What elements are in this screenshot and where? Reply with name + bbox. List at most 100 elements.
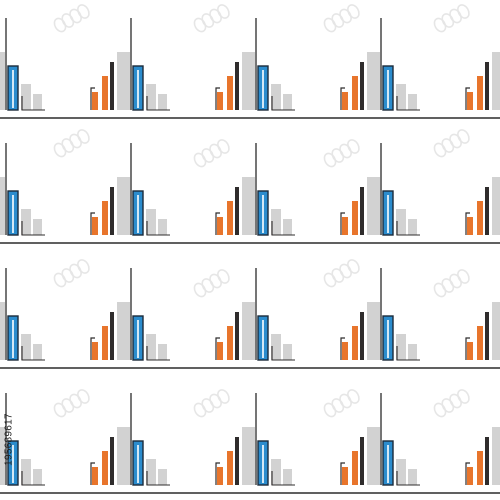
axis-bracket [340,87,345,110]
watermark-glyph [217,139,230,154]
tile-base-stroke [21,346,45,361]
bar-chart-icon [0,268,45,361]
bar-mid-orange [102,76,108,110]
bar-chart-icon [465,52,500,110]
bar-mid-orange [477,451,483,485]
axis-bracket [340,337,345,360]
adobe-stock-watermark [193,139,230,168]
bar-chart-icon [90,268,170,361]
bar-dark [485,187,489,235]
bar-dark [360,312,364,360]
bar-gray-short [158,219,167,235]
bar-dark [235,187,239,235]
bar-gray-short [408,469,417,485]
bar-mid-orange [227,451,233,485]
adobe-stock-watermark [433,389,470,418]
bar-gray-short [33,469,42,485]
watermark-glyph [441,398,455,413]
watermark-glyph [331,148,345,163]
watermark-glyph [69,8,82,24]
watermark-glyph [61,398,75,413]
bar-mid-orange [227,326,233,360]
bar-gray-mid [271,209,281,235]
tile-base-stroke [21,471,45,486]
watermark-glyph [457,4,470,19]
adobe-stock-watermark [53,259,90,288]
bar-gray-mid [21,84,31,110]
bar-short-orange [217,467,223,485]
tile-base-stroke [396,346,420,361]
bar-mid-orange [352,201,358,235]
watermark-glyph [209,8,222,24]
bar-gray-mid [146,459,156,485]
watermark-glyph [77,4,90,19]
watermark-glyph [77,389,90,404]
bar-mid-orange [102,326,108,360]
watermark-glyph [331,13,345,28]
bar-dark [110,62,114,110]
bar-dark [360,437,364,485]
bar-short-orange [217,217,223,235]
bar-dark [235,437,239,485]
bar-short-orange [467,467,473,485]
watermark-glyph [323,152,337,168]
bar-dark [360,187,364,235]
adobe-stock-watermark [53,389,90,418]
bar-gray-short [283,469,292,485]
watermark-glyph [217,269,230,284]
bar-short-orange [92,342,98,360]
axis-bracket [215,87,220,110]
bar-gray-short [283,344,292,360]
watermark-glyph [457,389,470,404]
bar-chart-icon [340,393,420,486]
bar-chart-icon [0,393,45,486]
watermark-glyph [201,398,215,413]
bar-gray-mid [396,84,406,110]
bar-short-orange [467,217,473,235]
bar-gray-mid [271,84,281,110]
bar-dark [110,187,114,235]
axis-bracket [340,212,345,235]
bar-tall-gray [117,302,130,360]
bar-short-orange [342,217,348,235]
bar-gray-mid [21,334,31,360]
tile-base-stroke [21,221,45,236]
watermark-glyph [193,17,207,33]
bar-chart-icon [340,268,420,361]
watermark-glyph [457,269,470,284]
tile-base-stroke [396,96,420,111]
bar-mid-orange [102,201,108,235]
bar-tall-gray [492,427,500,485]
bar-tall-gray [0,427,5,485]
watermark-glyph [331,268,345,283]
bar-mid-orange [352,326,358,360]
adobe-stock-watermark [323,259,360,288]
bar-tall-gray [117,177,130,235]
bar-tall-gray [242,177,255,235]
tile-base-stroke [21,96,45,111]
watermark-glyph [53,17,67,33]
watermark-glyph [323,17,337,33]
bar-dark [110,437,114,485]
bar-chart-icon [90,18,170,111]
watermark-glyph [217,4,230,19]
watermark-glyph [209,143,222,159]
bar-chart-icon [215,393,295,486]
watermark-glyph [433,402,447,418]
bar-mid-orange [102,451,108,485]
bar-mid-orange [352,76,358,110]
bar-dark [485,312,489,360]
tile-base-stroke [396,221,420,236]
watermark-glyph [201,278,215,293]
watermark-glyph [441,278,455,293]
bar-gray-short [408,94,417,110]
watermark-glyph [339,8,352,24]
watermark-glyph [209,393,222,409]
bar-gray-mid [21,459,31,485]
watermark-glyph [347,4,360,19]
bar-gray-short [158,94,167,110]
bar-gray-mid [146,209,156,235]
axis-bracket [90,212,95,235]
bar-short-orange [92,217,98,235]
